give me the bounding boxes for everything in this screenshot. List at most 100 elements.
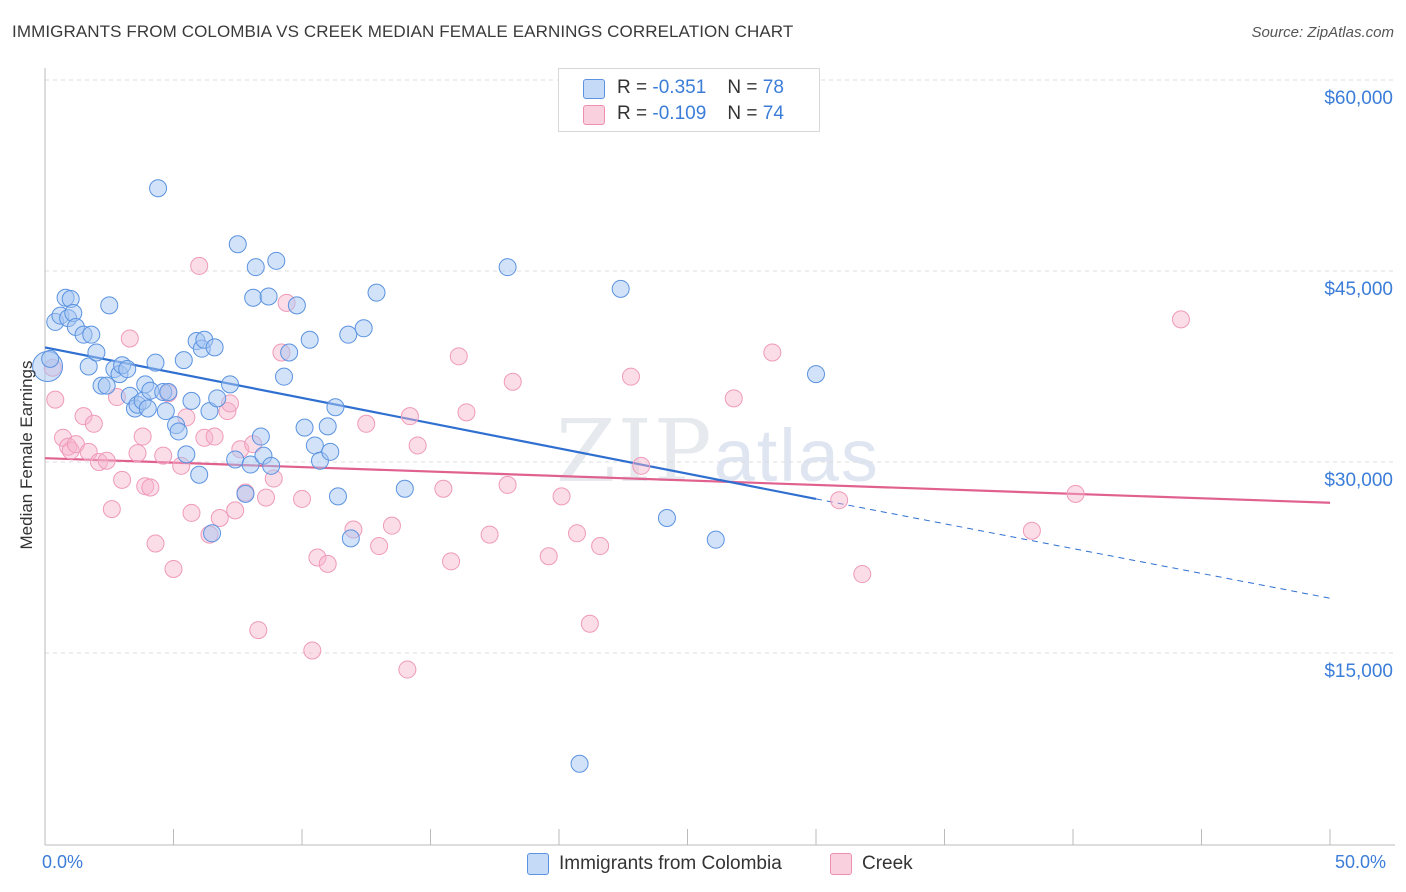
x-tick-label-min: 0.0% (42, 852, 84, 872)
colombia-point (657, 509, 676, 528)
creek-points (43, 256, 1190, 679)
colombia-point (190, 465, 209, 484)
creek-point (84, 414, 103, 433)
n-label: N = (727, 103, 758, 124)
colombia-point (228, 235, 247, 254)
grid-lines (45, 79, 1395, 654)
n-label: N = (727, 77, 758, 98)
creek-point (498, 475, 517, 494)
colombia-point (146, 353, 165, 372)
colombia-point (244, 288, 263, 307)
chart-title: IMMIGRANTS FROM COLOMBIA VS CREEK MEDIAN… (12, 22, 794, 41)
colombia-point (395, 479, 414, 498)
n-value: 74 (762, 103, 784, 124)
colombia-point (326, 398, 345, 417)
colombia-point (159, 382, 178, 401)
r-value: -0.109 (652, 103, 707, 124)
creek-point (442, 552, 461, 571)
colombia-point (221, 375, 240, 394)
colombia-point (280, 343, 299, 362)
creek-point (539, 547, 558, 566)
colombia-point (87, 343, 106, 362)
creek-point (249, 621, 268, 640)
colombia-point (295, 418, 314, 437)
colombia-point (367, 283, 386, 302)
colombia-trend-line (44, 346, 817, 501)
creek-point (318, 554, 337, 573)
colombia-point (498, 258, 517, 277)
creek-swatch (830, 853, 852, 875)
creek-point (830, 491, 849, 510)
y-tick-labels: $15,000 $30,000 $45,000 $60,000 (1324, 88, 1393, 682)
creek-point (398, 660, 417, 679)
colombia-point (570, 754, 589, 773)
colombia-point (275, 367, 294, 386)
creek-point (128, 444, 147, 463)
creek-point (89, 453, 108, 471)
r-value: -0.351 (652, 77, 707, 98)
colombia-point (226, 450, 245, 469)
colombia-point (156, 402, 175, 421)
colombia-point (41, 349, 60, 368)
creek-point (408, 436, 427, 455)
creek-point (46, 390, 65, 409)
colombia-point (246, 258, 265, 277)
r-label: R = (617, 103, 648, 124)
legend-label: Immigrants from Colombia (559, 853, 782, 874)
colombia-point (611, 279, 630, 298)
colombia-swatch (527, 853, 549, 875)
creek-point (357, 414, 376, 433)
creek-point (763, 343, 782, 362)
colombia-point (205, 338, 224, 357)
creek-point (164, 559, 183, 578)
creek-point (205, 427, 224, 446)
colombia-point (97, 376, 116, 395)
colombia-point (287, 296, 306, 315)
source-credit: Source: ZipAtlas.com (1251, 24, 1394, 41)
y-tick-label: $45,000 (1324, 279, 1393, 300)
r-label: R = (617, 77, 648, 98)
colombia-point (259, 287, 278, 306)
colombia-trend-extension (815, 498, 1331, 599)
colombia-point (208, 389, 227, 408)
colombia-swatch (583, 79, 605, 99)
colombia-point (182, 391, 201, 410)
y-tick-label: $30,000 (1324, 470, 1393, 491)
creek-point (1022, 521, 1041, 540)
creek-point (632, 456, 651, 475)
creek-swatch (583, 105, 605, 125)
colombia-point (138, 399, 157, 418)
colombia-point (174, 351, 193, 370)
creek-point (724, 389, 743, 408)
creek-point (120, 329, 139, 348)
creek-point (141, 478, 160, 497)
legend-label: Creek (862, 853, 913, 874)
creek-point (257, 488, 276, 507)
y-axis-label: Median Female Earnings (17, 360, 36, 550)
correlation-legend: R = -0.351 N = 78 R = -0.109 N = 74 (558, 68, 820, 132)
colombia-point (236, 484, 255, 503)
x-tick-label-max: 50.0% (1335, 852, 1387, 872)
colombia-point (82, 325, 101, 344)
colombia-point (118, 360, 137, 379)
creek-point (293, 489, 311, 508)
creek-point (449, 347, 468, 366)
colombia-point (354, 319, 373, 338)
creek-point (308, 548, 327, 567)
creek-point (434, 479, 453, 498)
creek-point (303, 641, 322, 660)
colombia-point (706, 530, 725, 549)
colombia-point (169, 422, 188, 441)
creek-point (382, 516, 401, 535)
creek-point (621, 367, 640, 386)
colombia-point (341, 529, 360, 548)
colombia-point (328, 487, 347, 506)
creek-point (210, 509, 229, 528)
creek-point (97, 451, 116, 470)
creek-point (853, 565, 872, 584)
creek-point (580, 614, 599, 633)
creek-point (457, 403, 476, 422)
creek-point (567, 524, 586, 543)
creek-point (480, 525, 499, 544)
